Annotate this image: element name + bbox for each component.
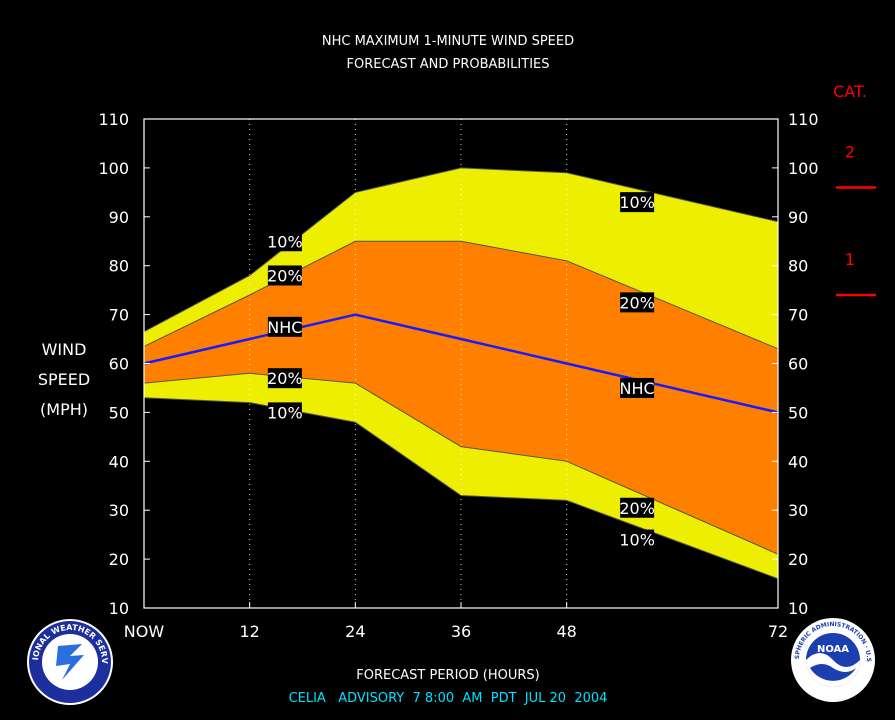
series-label-text: 20% [619, 499, 655, 518]
series-label: NHC [620, 377, 655, 398]
series-label-box [267, 316, 302, 337]
nhc-forecast-line [143, 313, 779, 414]
x-tick-label: NOW [124, 622, 165, 641]
y-axis-label-line: SPEED [38, 370, 90, 389]
category-title: CAT. [833, 82, 867, 101]
series-label: 10% [619, 192, 655, 213]
series-label-text: 20% [267, 266, 303, 285]
series-label-text: 20% [267, 369, 303, 388]
y-tick-label-left: 20 [109, 550, 129, 569]
series-label: NHC [267, 316, 302, 337]
noaa-logo-label: NOAA [817, 644, 849, 655]
nws-logo-text: NATIONAL WEATHER SERVICE [0, 0, 109, 665]
x-axis-label: FORECAST PERIOD (HOURS) [356, 668, 540, 683]
series-label-box [267, 402, 302, 423]
series-label-box [267, 265, 302, 286]
series-label-text: NHC [620, 379, 655, 398]
x-tick-label: 72 [768, 622, 788, 641]
y-tick-label-left: 70 [109, 306, 129, 325]
x-tick-label: 48 [556, 622, 576, 641]
y-tick-label-left: 90 [109, 208, 129, 227]
y-tick-label-left: 100 [98, 159, 129, 178]
y-tick-label-right: 30 [788, 501, 808, 520]
series-label-box [620, 529, 655, 550]
y-tick-label-right: 60 [788, 355, 808, 374]
advisory-line: CELIA ADVISORY 7 8:00 AM PDT JUL 20 2004 [289, 691, 608, 706]
series-edge-upper-20 [143, 240, 779, 350]
x-tick-label: 12 [239, 622, 259, 641]
y-axis-label-line: (MPH) [40, 400, 88, 419]
y-tick-label-right: 90 [788, 208, 808, 227]
series-label: 20% [619, 497, 655, 518]
series-label-box [620, 497, 655, 518]
y-tick-label-right: 50 [788, 403, 808, 422]
y-tick-label-right: 70 [788, 306, 808, 325]
series-edge-upper-10 [143, 167, 779, 333]
y-tick-label-right: 100 [788, 159, 819, 178]
series-label: 20% [267, 265, 303, 286]
series-label: 10% [619, 529, 655, 550]
series-label: 20% [619, 292, 655, 313]
y-tick-label-right: 20 [788, 550, 808, 569]
category-label: 1 [845, 250, 855, 269]
series-label-box [620, 292, 655, 313]
series-label-box [620, 192, 655, 213]
series-label: 10% [267, 402, 303, 423]
series-label-text: NHC [267, 318, 302, 337]
series-label-text: 10% [619, 531, 655, 550]
y-tick-label-right: 40 [788, 452, 808, 471]
x-tick-label: 24 [345, 622, 365, 641]
series-label-text: 20% [619, 293, 655, 312]
chart-title: NHC MAXIMUM 1-MINUTE WIND SPEED [322, 34, 574, 49]
y-tick-label-left: 60 [109, 355, 129, 374]
y-tick-label-left: 110 [98, 110, 129, 129]
y-tick-label-left: 50 [109, 403, 129, 422]
y-tick-label-left: 80 [109, 257, 129, 276]
y-tick-label-right: 10 [788, 599, 808, 618]
series-label-text: 10% [267, 403, 303, 422]
y-axis-label-line: WIND [42, 340, 87, 359]
y-tick-label-right: 110 [788, 110, 819, 129]
band-20-percent [144, 241, 778, 555]
series-label-text: 10% [619, 193, 655, 212]
y-tick-label-left: 40 [109, 452, 129, 471]
y-axis-label: WIND SPEED (MPH) [38, 340, 90, 419]
series-label: 10% [267, 231, 303, 252]
series-edge-lower-10 [143, 397, 779, 580]
y-tick-label-right: 80 [788, 257, 808, 276]
series-label-box [620, 377, 655, 398]
y-tick-label-left: 30 [109, 501, 129, 520]
chart-subtitle: FORECAST AND PROBABILITIES [347, 57, 550, 72]
series-edge-lower-20 [143, 372, 779, 555]
series-label-text: 10% [267, 232, 303, 251]
series-label: 20% [267, 368, 303, 389]
x-tick-label: 36 [451, 622, 471, 641]
category-panel: CAT. 2 1 [833, 82, 876, 297]
series-label-box [267, 368, 302, 389]
y-tick-label-left: 10 [109, 599, 129, 618]
series-label-box [267, 231, 302, 252]
category-label: 2 [845, 142, 855, 161]
